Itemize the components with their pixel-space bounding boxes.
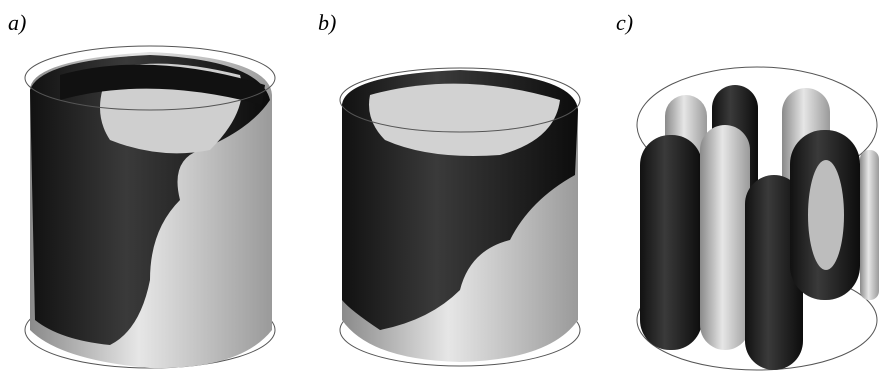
- panel-label: a): [8, 10, 26, 35]
- panel-b-render: [340, 68, 580, 366]
- figure: a) b) c): [0, 0, 879, 376]
- panel-c-render: [637, 67, 879, 370]
- panel-label: c): [616, 10, 633, 35]
- panel-label: b): [318, 10, 336, 35]
- panel-a-render: [25, 46, 275, 368]
